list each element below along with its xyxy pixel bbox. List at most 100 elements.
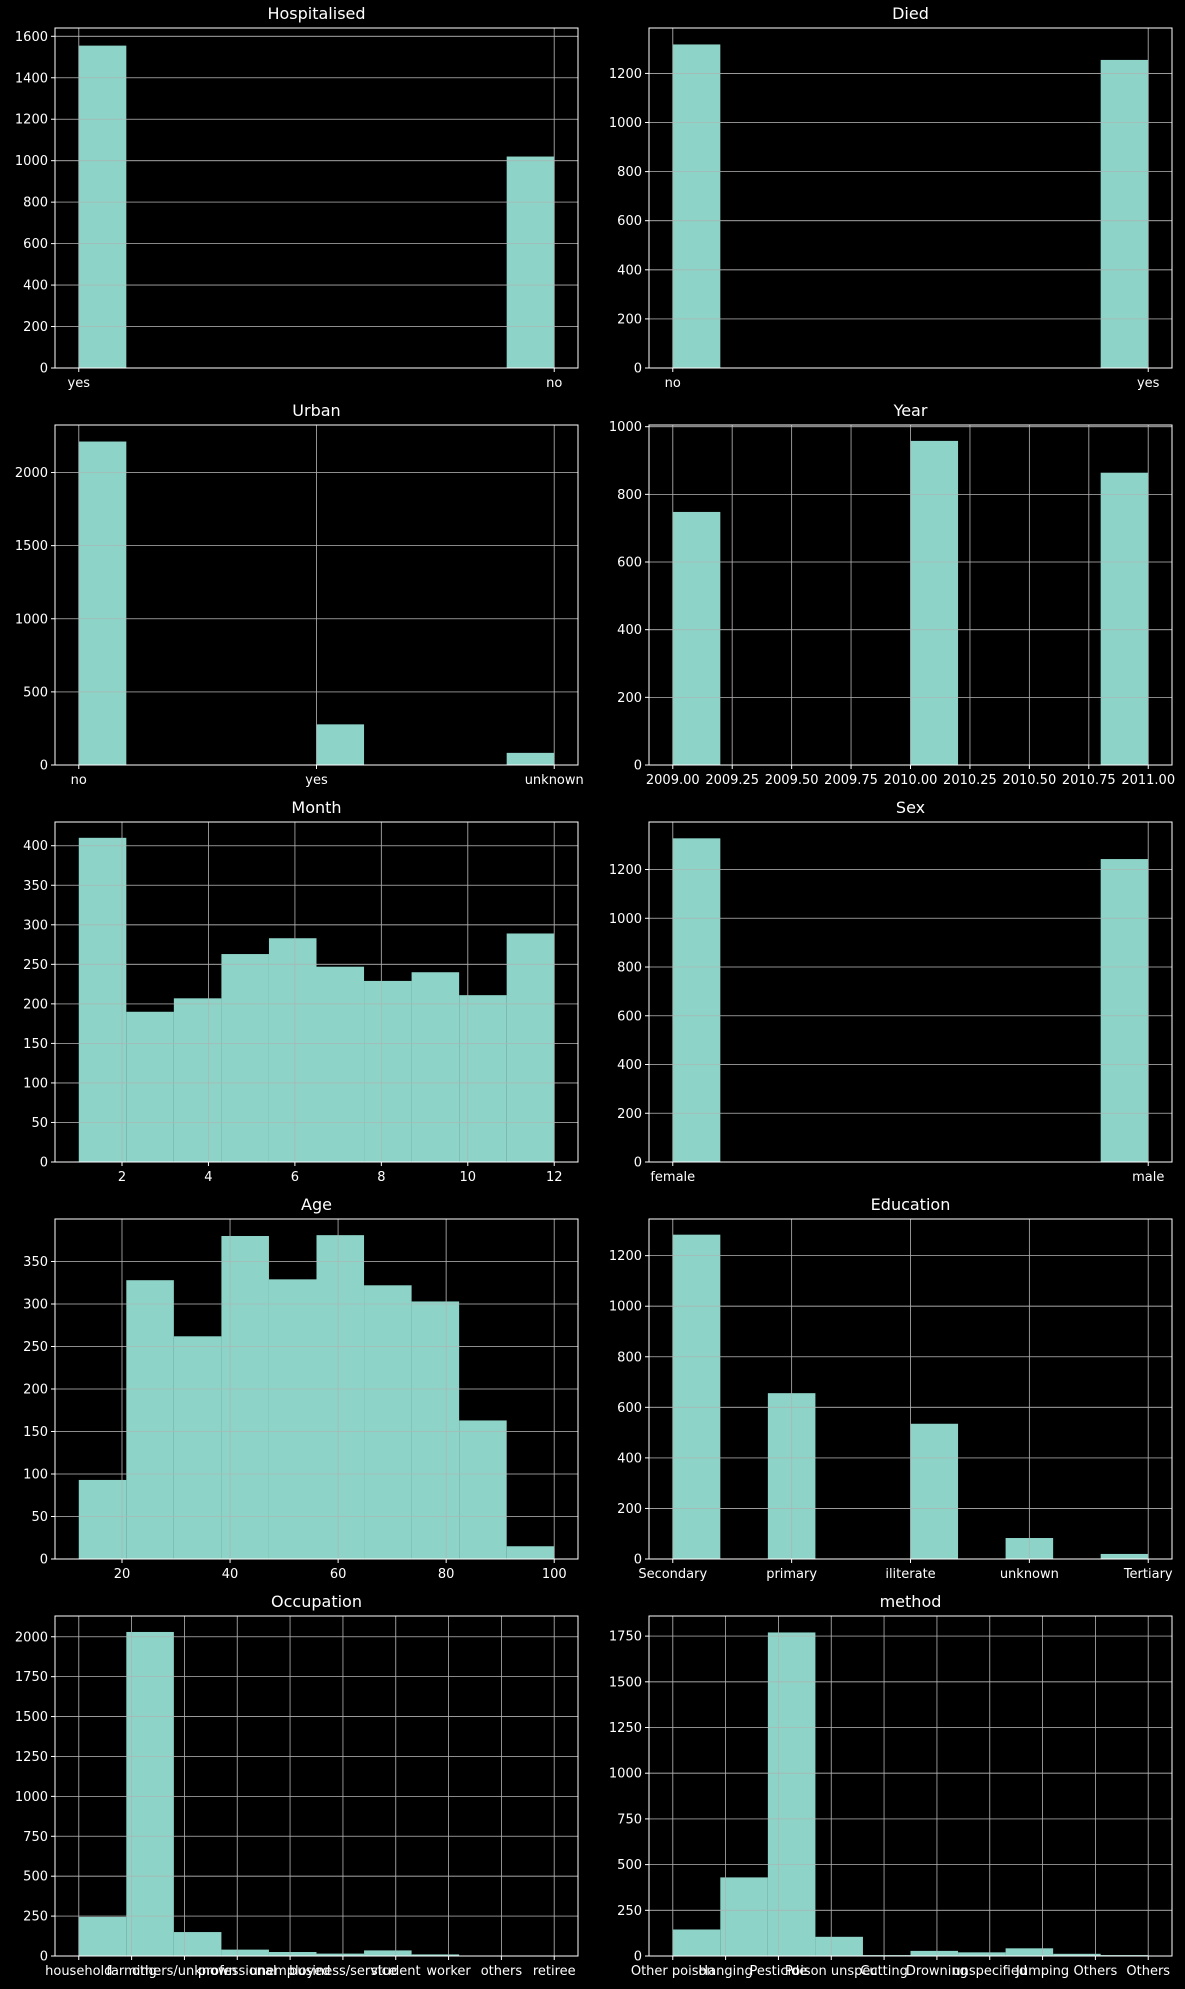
x-tick-label: Cutting bbox=[860, 1964, 908, 1979]
y-tick-label: 1500 bbox=[609, 1675, 642, 1690]
y-tick-label: 200 bbox=[23, 997, 48, 1012]
y-tick-label: 2000 bbox=[15, 466, 48, 481]
y-tick-label: 800 bbox=[617, 1350, 642, 1365]
x-tick-label: business/service bbox=[289, 1964, 397, 1979]
y-tick-label: 1000 bbox=[609, 1300, 642, 1315]
y-tick-label: 1000 bbox=[15, 154, 48, 169]
axes-frame bbox=[54, 1615, 579, 1957]
y-tick-label: 1000 bbox=[609, 116, 642, 131]
histogram-bar bbox=[78, 1479, 127, 1559]
x-tick-label: 100 bbox=[542, 1567, 567, 1582]
x-tick-label: unspecified bbox=[952, 1964, 1027, 1979]
x-tick-label: 2010.25 bbox=[943, 773, 997, 788]
axes-frame bbox=[648, 821, 1173, 1163]
panel-title: Died bbox=[892, 4, 929, 23]
y-tick-label: 0 bbox=[634, 759, 642, 774]
y-tick-label: 1000 bbox=[15, 1790, 48, 1805]
histogram-bar bbox=[316, 724, 365, 765]
y-tick-label: 1500 bbox=[15, 1710, 48, 1725]
y-tick-label: 0 bbox=[634, 362, 642, 377]
axes-frame bbox=[54, 27, 579, 369]
x-tick-label: yes bbox=[68, 376, 91, 391]
panel-died: Died 0 200 400 600 800 1000 1200 no yes bbox=[609, 4, 1173, 391]
y-tick-label: 0 bbox=[40, 1156, 48, 1171]
histogram-bar bbox=[316, 966, 365, 1162]
x-tick-label: 6 bbox=[291, 1170, 299, 1185]
x-tick-label: Pesticide bbox=[749, 1964, 807, 1979]
y-tick-label: 1200 bbox=[609, 1249, 642, 1264]
y-tick-label: 150 bbox=[23, 1425, 48, 1440]
y-tick-label: 150 bbox=[23, 1037, 48, 1052]
y-tick-label: 600 bbox=[617, 1009, 642, 1024]
x-tick-label: worker bbox=[426, 1964, 471, 1979]
y-tick-label: 350 bbox=[23, 879, 48, 894]
x-tick-label: no bbox=[71, 773, 87, 788]
histogram-bar bbox=[411, 1954, 460, 1956]
y-tick-label: 800 bbox=[617, 488, 642, 503]
panel-sex: Sex 0 200 400 600 800 1000 1200 female male bbox=[609, 798, 1173, 1185]
x-tick-label: unemployed bbox=[250, 1964, 331, 1979]
histogram-bar bbox=[815, 1936, 863, 1956]
y-tick-label: 1600 bbox=[15, 30, 48, 45]
y-tick-label: 200 bbox=[23, 1383, 48, 1398]
y-tick-label: 400 bbox=[617, 623, 642, 638]
axes-frame bbox=[648, 1615, 1173, 1957]
x-tick-label: retiree bbox=[533, 1964, 576, 1979]
histogram-bar bbox=[316, 1953, 365, 1956]
y-tick-label: 1750 bbox=[609, 1630, 642, 1645]
x-tick-label: Others bbox=[1074, 1964, 1118, 1979]
x-tick-label: 2009.00 bbox=[646, 773, 700, 788]
y-tick-label: 1750 bbox=[15, 1670, 48, 1685]
histogram-bar bbox=[459, 1420, 507, 1559]
panel-occupation: Occupation 0 250 500 750 1000 1250 1500 1750 2000… bbox=[15, 1592, 579, 1979]
histogram-bar bbox=[506, 156, 555, 368]
y-tick-label: 400 bbox=[617, 1058, 642, 1073]
histogram-bar bbox=[364, 1285, 412, 1559]
y-tick-label: 800 bbox=[617, 165, 642, 180]
x-tick-label: iliterate bbox=[885, 1567, 935, 1582]
x-tick-label: no bbox=[665, 376, 681, 391]
panel-title: method bbox=[880, 1592, 942, 1611]
x-tick-label: 2009.50 bbox=[765, 773, 819, 788]
x-tick-label: 12 bbox=[546, 1170, 563, 1185]
y-tick-label: 800 bbox=[617, 961, 642, 976]
y-tick-label: 1200 bbox=[15, 113, 48, 128]
histogram-bar bbox=[910, 1950, 959, 1956]
x-tick-label: unknown bbox=[1000, 1567, 1059, 1582]
y-tick-label: 0 bbox=[40, 1553, 48, 1568]
y-tick-label: 250 bbox=[23, 1910, 48, 1925]
histogram-bar bbox=[78, 441, 127, 765]
y-tick-label: 500 bbox=[617, 1858, 642, 1873]
y-tick-label: 200 bbox=[617, 691, 642, 706]
histogram-bar bbox=[1053, 1953, 1101, 1956]
x-tick-label: 40 bbox=[222, 1567, 239, 1582]
x-tick-label: 60 bbox=[330, 1567, 347, 1582]
x-tick-label: male bbox=[1132, 1170, 1164, 1185]
x-tick-label: 2010.00 bbox=[884, 773, 938, 788]
x-tick-label: 80 bbox=[438, 1567, 455, 1582]
y-tick-label: 1000 bbox=[609, 912, 642, 927]
x-tick-label: others/unknown bbox=[132, 1964, 237, 1979]
y-tick-label: 2000 bbox=[15, 1630, 48, 1645]
y-tick-label: 600 bbox=[617, 556, 642, 571]
y-tick-label: 0 bbox=[634, 1553, 642, 1568]
panel-urban: Urban 0 500 1000 1500 2000 no yes unknown bbox=[15, 401, 584, 788]
x-tick-label: others bbox=[481, 1964, 523, 1979]
histogram-bar bbox=[268, 938, 317, 1162]
histogram-bar bbox=[316, 1235, 365, 1559]
histogram-bar bbox=[672, 1234, 721, 1559]
y-tick-label: 250 bbox=[617, 1904, 642, 1919]
y-tick-label: 1200 bbox=[609, 67, 642, 82]
histogram-bar bbox=[78, 1916, 127, 1956]
y-tick-label: 1000 bbox=[15, 612, 48, 627]
x-tick-label: farming bbox=[106, 1964, 156, 1979]
histogram-bar bbox=[672, 511, 721, 765]
x-tick-label: yes bbox=[305, 773, 328, 788]
panel-method: method 0 250 500 750 1000 1250 1500 1750 Other po… bbox=[609, 1592, 1173, 1979]
x-tick-label: 8 bbox=[377, 1170, 385, 1185]
x-tick-label: Others bbox=[1126, 1964, 1170, 1979]
panel-title: Education bbox=[871, 1195, 951, 1214]
y-tick-label: 600 bbox=[617, 1401, 642, 1416]
y-tick-label: 400 bbox=[617, 263, 642, 278]
